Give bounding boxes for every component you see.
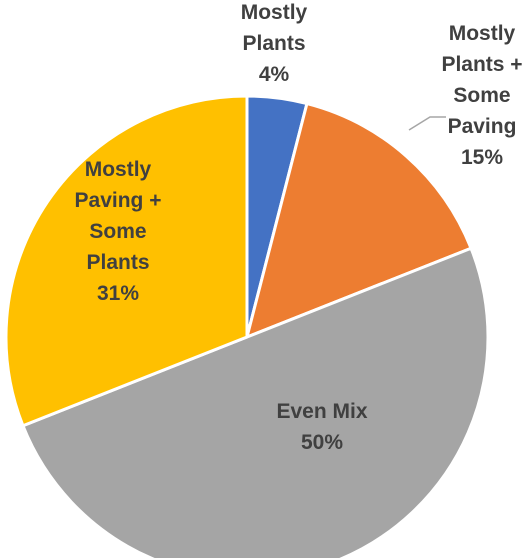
pie-slice-mostly-paving-some-plants bbox=[4, 94, 249, 428]
data-label-even-mix: Even Mix 50% bbox=[276, 400, 367, 454]
data-labels: Mostly Plants 4% Mostly Plants + Some Paving 15… bbox=[75, 1, 523, 454]
data-label-mostly-paving-some-plants: Mostly Paving + Some Plants 31% bbox=[75, 158, 162, 305]
data-label-mostly-plants-some-paving: Mostly Plants + Some Paving 15% bbox=[441, 22, 522, 169]
pie-slice-even-mix bbox=[21, 246, 490, 558]
pie-slices bbox=[4, 94, 490, 558]
pie-slice-mostly-plants-some-paving bbox=[245, 102, 473, 339]
leader-line-mostly-plants-some-paving bbox=[408, 116, 446, 131]
data-label-mostly-plants: Mostly Plants 4% bbox=[241, 1, 308, 86]
